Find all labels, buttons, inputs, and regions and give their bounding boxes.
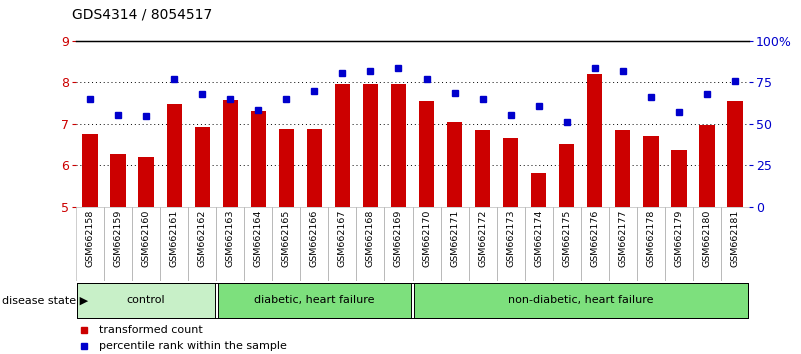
Text: GSM662180: GSM662180 xyxy=(702,209,711,267)
Bar xyxy=(223,100,238,207)
Bar xyxy=(587,74,602,207)
Text: GSM662177: GSM662177 xyxy=(618,209,627,267)
Bar xyxy=(531,173,546,207)
Bar xyxy=(643,136,658,207)
Bar xyxy=(335,84,350,207)
Bar xyxy=(139,157,154,207)
Bar xyxy=(475,130,490,207)
Text: GSM662160: GSM662160 xyxy=(142,209,151,267)
Text: GSM662167: GSM662167 xyxy=(338,209,347,267)
Bar xyxy=(111,154,126,207)
Text: disease state ▶: disease state ▶ xyxy=(2,296,88,306)
Bar xyxy=(559,144,574,207)
Bar xyxy=(699,125,714,207)
Text: GSM662178: GSM662178 xyxy=(646,209,655,267)
Text: transformed count: transformed count xyxy=(99,325,203,335)
Text: non-diabetic, heart failure: non-diabetic, heart failure xyxy=(508,295,654,305)
Bar xyxy=(78,283,215,319)
Text: GSM662159: GSM662159 xyxy=(114,209,123,267)
Text: GSM662173: GSM662173 xyxy=(506,209,515,267)
Bar xyxy=(251,112,266,207)
Bar xyxy=(414,283,747,319)
Bar xyxy=(727,101,743,207)
Text: GSM662179: GSM662179 xyxy=(674,209,683,267)
Text: control: control xyxy=(127,295,166,305)
Text: GSM662158: GSM662158 xyxy=(86,209,95,267)
Bar xyxy=(195,127,210,207)
Bar xyxy=(363,84,378,207)
Text: GDS4314 / 8054517: GDS4314 / 8054517 xyxy=(72,7,212,21)
Text: GSM662168: GSM662168 xyxy=(366,209,375,267)
Text: GSM662170: GSM662170 xyxy=(422,209,431,267)
Text: GSM662171: GSM662171 xyxy=(450,209,459,267)
Text: GSM662162: GSM662162 xyxy=(198,209,207,267)
Bar xyxy=(218,283,411,319)
Bar xyxy=(83,134,98,207)
Bar xyxy=(503,138,518,207)
Bar xyxy=(307,129,322,207)
Text: GSM662163: GSM662163 xyxy=(226,209,235,267)
Bar xyxy=(447,122,462,207)
Bar xyxy=(419,101,434,207)
Text: GSM662172: GSM662172 xyxy=(478,209,487,267)
Text: GSM662181: GSM662181 xyxy=(731,209,739,267)
Text: GSM662169: GSM662169 xyxy=(394,209,403,267)
Text: GSM662165: GSM662165 xyxy=(282,209,291,267)
Text: diabetic, heart failure: diabetic, heart failure xyxy=(254,295,375,305)
Bar xyxy=(391,84,406,207)
Text: GSM662175: GSM662175 xyxy=(562,209,571,267)
Text: GSM662164: GSM662164 xyxy=(254,209,263,267)
Bar xyxy=(279,129,294,207)
Text: GSM662176: GSM662176 xyxy=(590,209,599,267)
Text: GSM662174: GSM662174 xyxy=(534,209,543,267)
Text: GSM662166: GSM662166 xyxy=(310,209,319,267)
Bar xyxy=(615,130,630,207)
Text: percentile rank within the sample: percentile rank within the sample xyxy=(99,341,287,351)
Text: GSM662161: GSM662161 xyxy=(170,209,179,267)
Bar xyxy=(167,104,182,207)
Bar xyxy=(671,150,686,207)
